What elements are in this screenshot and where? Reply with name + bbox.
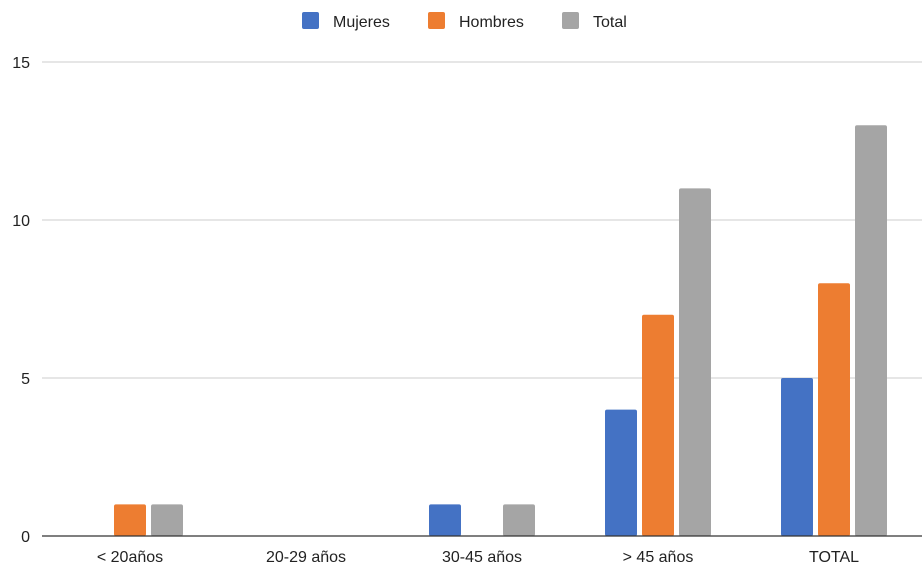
x-axis-ticks: < 20años 20-29 años 30-45 años > 45 años TOT…: [97, 549, 859, 566]
bar-total-4: [855, 125, 887, 536]
bar-total-3: [679, 188, 711, 536]
x-tick-label-4: TOTAL: [809, 549, 859, 566]
legend-swatch-total: [562, 12, 579, 29]
bar-hombres-0: [114, 504, 146, 536]
bar-total-0: [151, 504, 183, 536]
legend-label-hombres: Hombres: [459, 14, 524, 31]
bar-mujeres-4: [781, 378, 813, 536]
x-tick-label-3: > 45 años: [623, 549, 694, 566]
y-tick-label-5: 5: [21, 371, 30, 388]
bar-hombres-4: [818, 283, 850, 536]
y-tick-label-10: 10: [12, 213, 30, 230]
x-tick-label-0: < 20años: [97, 549, 163, 566]
gridlines: [42, 61, 922, 379]
bar-mujeres-2: [429, 504, 461, 536]
legend-swatch-hombres: [428, 12, 445, 29]
legend: Mujeres Hombres Total: [302, 12, 627, 31]
bar-mujeres-3: [605, 409, 637, 536]
bar-total-2: [503, 504, 535, 536]
x-tick-label-2: 30-45 años: [442, 549, 522, 566]
legend-label-total: Total: [593, 14, 627, 31]
y-tick-label-0: 0: [21, 529, 30, 546]
y-axis-ticks: 0 5 10 15: [12, 55, 30, 546]
bars: [114, 125, 887, 536]
legend-swatch-mujeres: [302, 12, 319, 29]
y-tick-label-15: 15: [12, 55, 30, 72]
x-tick-label-1: 20-29 años: [266, 549, 346, 566]
legend-label-mujeres: Mujeres: [333, 14, 390, 31]
bar-hombres-3: [642, 314, 674, 536]
